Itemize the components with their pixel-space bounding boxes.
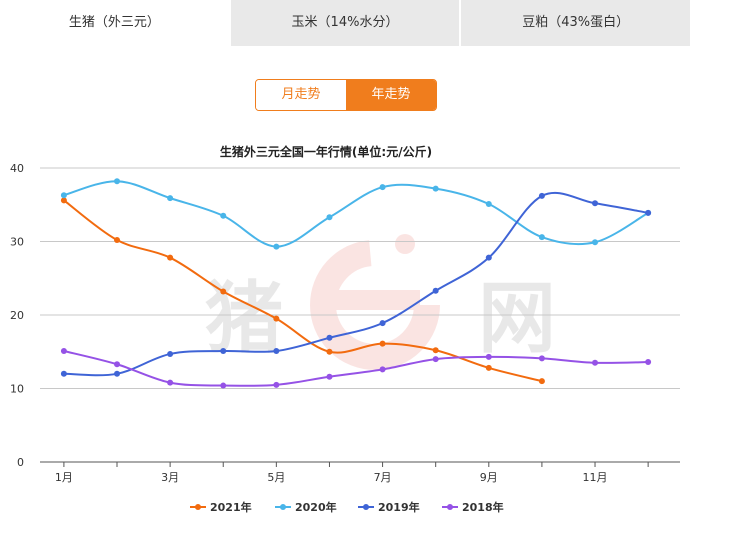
data-point[interactable] bbox=[273, 348, 280, 355]
watermark-e-icon bbox=[310, 234, 440, 370]
data-point[interactable] bbox=[114, 237, 121, 244]
series-2018年 bbox=[60, 348, 652, 389]
data-point[interactable] bbox=[167, 254, 174, 261]
legend-label: 2018年 bbox=[462, 500, 504, 514]
data-point[interactable] bbox=[273, 381, 280, 388]
data-point[interactable] bbox=[220, 288, 227, 295]
x-tick-label: 3月 bbox=[161, 471, 179, 484]
legend-marker bbox=[447, 504, 453, 510]
data-point[interactable] bbox=[592, 239, 599, 246]
legend-label: 2020年 bbox=[295, 500, 337, 514]
series-2019年 bbox=[60, 191, 652, 377]
data-point[interactable] bbox=[114, 178, 121, 185]
x-tick-label: 11月 bbox=[583, 471, 608, 484]
x-tick-label: 5月 bbox=[267, 471, 285, 484]
chart-title: 生猪外三元全国一年行情(单位:元/公斤) bbox=[220, 144, 432, 159]
data-point[interactable] bbox=[592, 359, 599, 366]
data-point[interactable] bbox=[326, 214, 333, 221]
x-tick-label: 1月 bbox=[55, 471, 73, 484]
legend-marker bbox=[280, 504, 286, 510]
data-point[interactable] bbox=[432, 287, 439, 294]
legend-item[interactable]: 2018年 bbox=[442, 500, 504, 514]
monthly-trend-button[interactable]: 月走势 bbox=[256, 80, 346, 110]
data-point[interactable] bbox=[220, 382, 227, 389]
data-point[interactable] bbox=[167, 379, 174, 386]
tab-soybean-meal[interactable]: 豆粕（43%蛋白） bbox=[461, 0, 691, 46]
data-point[interactable] bbox=[538, 234, 545, 241]
trend-toggle: 月走势 年走势 bbox=[255, 79, 437, 111]
commodity-tabs: 生猪（外三元） 玉米（14%水分） 豆粕（43%蛋白） bbox=[0, 0, 691, 46]
data-point[interactable] bbox=[60, 197, 67, 204]
legend-marker bbox=[195, 504, 201, 510]
data-point[interactable] bbox=[645, 209, 652, 216]
data-point[interactable] bbox=[114, 361, 121, 368]
data-point[interactable] bbox=[432, 185, 439, 192]
data-point[interactable] bbox=[60, 348, 67, 355]
data-point[interactable] bbox=[379, 340, 386, 347]
x-tick-label: 9月 bbox=[480, 471, 498, 484]
grid-lines bbox=[40, 167, 680, 389]
data-point[interactable] bbox=[485, 254, 492, 261]
data-point[interactable] bbox=[273, 315, 280, 322]
legend-item[interactable]: 2019年 bbox=[358, 500, 420, 514]
data-point[interactable] bbox=[326, 373, 333, 380]
data-point[interactable] bbox=[645, 359, 652, 366]
data-point[interactable] bbox=[538, 192, 545, 199]
data-point[interactable] bbox=[220, 348, 227, 355]
data-point[interactable] bbox=[379, 184, 386, 191]
yearly-trend-button[interactable]: 年走势 bbox=[346, 80, 436, 110]
y-tick-label: 20 bbox=[10, 309, 24, 322]
legend-label: 2021年 bbox=[210, 500, 252, 514]
data-point[interactable] bbox=[485, 201, 492, 208]
data-point[interactable] bbox=[326, 348, 333, 355]
data-point[interactable] bbox=[220, 212, 227, 219]
data-point[interactable] bbox=[538, 378, 545, 385]
data-point[interactable] bbox=[60, 192, 67, 199]
series-lines bbox=[60, 178, 652, 389]
watermark-text-net: 网 bbox=[478, 274, 556, 364]
y-tick-label: 40 bbox=[10, 162, 24, 175]
tab-live-hog[interactable]: 生猪（外三元） bbox=[0, 0, 231, 46]
data-point[interactable] bbox=[379, 366, 386, 373]
y-tick-label: 10 bbox=[10, 383, 24, 396]
legend-marker bbox=[363, 504, 369, 510]
series-2020年 bbox=[60, 178, 652, 250]
x-axis: 1月 3月 5月 7月 9月 11月 bbox=[55, 462, 649, 484]
data-point[interactable] bbox=[167, 350, 174, 357]
series-line bbox=[63, 350, 649, 387]
legend-item[interactable]: 2020年 bbox=[275, 500, 337, 514]
data-point[interactable] bbox=[379, 320, 386, 327]
tab-corn[interactable]: 玉米（14%水分） bbox=[230, 0, 462, 46]
data-point[interactable] bbox=[432, 356, 439, 363]
legend: 2021年 2020年 2019年 2018年 bbox=[190, 500, 504, 514]
y-axis: 0 10 20 30 40 bbox=[10, 162, 680, 469]
data-point[interactable] bbox=[60, 370, 67, 377]
series-line bbox=[63, 180, 649, 248]
data-point[interactable] bbox=[273, 243, 280, 250]
data-point[interactable] bbox=[485, 353, 492, 360]
series-line bbox=[63, 199, 543, 383]
data-point[interactable] bbox=[592, 200, 599, 207]
data-point[interactable] bbox=[167, 195, 174, 202]
data-point[interactable] bbox=[432, 347, 439, 354]
legend-item[interactable]: 2021年 bbox=[190, 500, 252, 514]
legend-label: 2019年 bbox=[378, 500, 420, 514]
y-tick-label: 0 bbox=[17, 456, 24, 469]
data-point[interactable] bbox=[485, 364, 492, 371]
x-tick-label: 7月 bbox=[374, 471, 392, 484]
watermark-logo: 猪 网 bbox=[205, 234, 556, 370]
data-point[interactable] bbox=[538, 355, 545, 362]
y-tick-label: 30 bbox=[10, 236, 24, 249]
data-point[interactable] bbox=[326, 334, 333, 341]
data-point[interactable] bbox=[114, 370, 121, 377]
